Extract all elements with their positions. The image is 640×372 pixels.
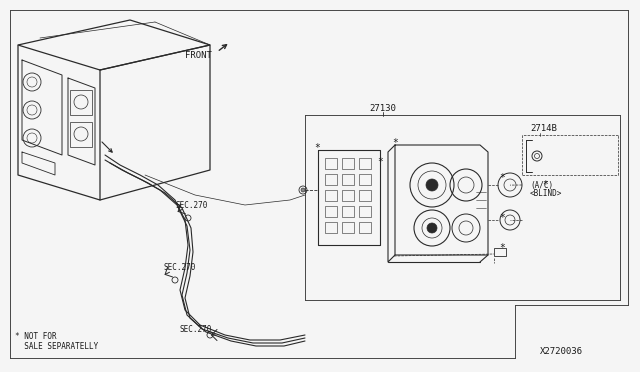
Text: *: * xyxy=(377,157,383,167)
Text: *: * xyxy=(392,138,398,148)
Text: SEC.270: SEC.270 xyxy=(180,326,212,334)
Text: <BLIND>: <BLIND> xyxy=(530,189,563,198)
Bar xyxy=(359,158,371,169)
Text: FRONT: FRONT xyxy=(185,51,212,60)
Bar xyxy=(359,174,371,185)
Bar xyxy=(325,158,337,169)
Bar xyxy=(325,190,337,201)
Bar xyxy=(70,122,92,147)
Text: SEC.270: SEC.270 xyxy=(175,201,207,209)
Text: *: * xyxy=(542,180,548,190)
Bar xyxy=(494,248,506,256)
Bar xyxy=(325,174,337,185)
Circle shape xyxy=(427,223,437,233)
Bar xyxy=(359,190,371,201)
Text: 27130: 27130 xyxy=(369,103,396,112)
Bar xyxy=(70,90,92,115)
Bar xyxy=(359,206,371,217)
Bar xyxy=(359,222,371,233)
Text: * NOT FOR
  SALE SEPARATELLY: * NOT FOR SALE SEPARATELLY xyxy=(15,332,99,352)
Text: 2714B: 2714B xyxy=(530,124,557,132)
Text: SEC.270: SEC.270 xyxy=(163,263,195,273)
Bar xyxy=(325,206,337,217)
Text: *: * xyxy=(499,243,505,253)
Circle shape xyxy=(426,179,438,191)
Bar xyxy=(342,158,354,169)
Text: *: * xyxy=(314,143,320,153)
Bar xyxy=(342,174,354,185)
Bar xyxy=(342,206,354,217)
Bar xyxy=(342,222,354,233)
Text: *: * xyxy=(499,213,505,223)
Text: (A/C): (A/C) xyxy=(530,180,553,189)
Text: X2720036: X2720036 xyxy=(540,347,583,356)
Text: *: * xyxy=(499,173,505,183)
Circle shape xyxy=(301,188,305,192)
Bar xyxy=(342,190,354,201)
Bar xyxy=(325,222,337,233)
